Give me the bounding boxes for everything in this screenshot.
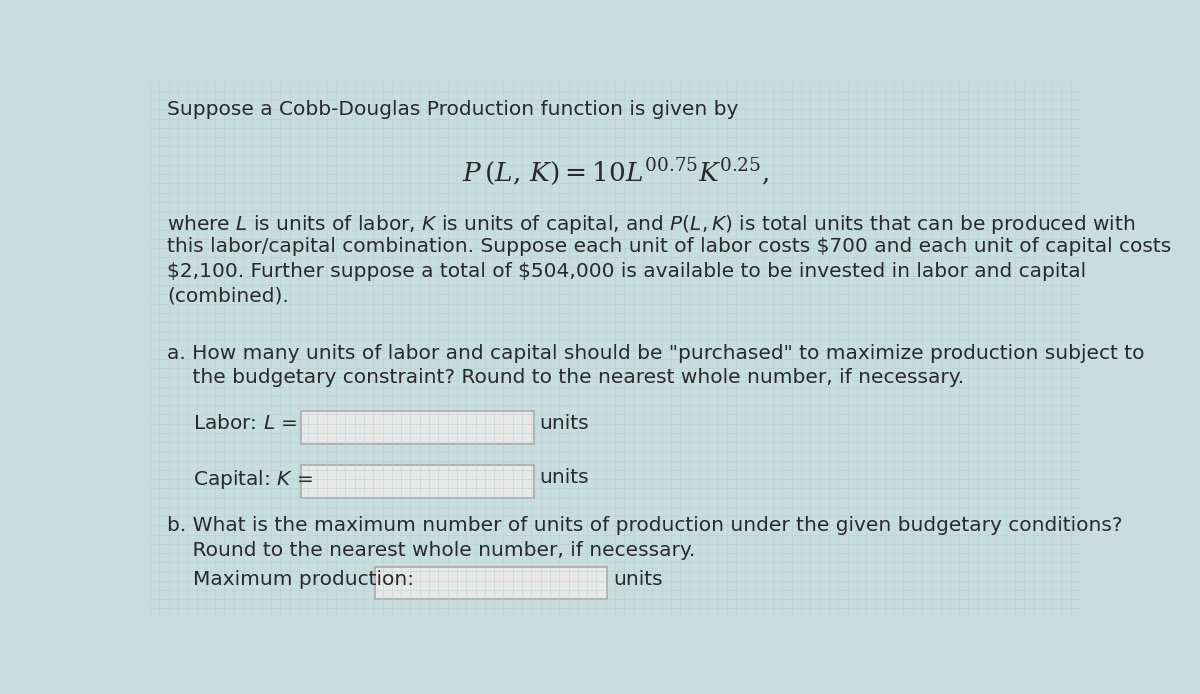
Text: Round to the nearest whole number, if necessary.: Round to the nearest whole number, if ne… bbox=[167, 541, 695, 559]
FancyBboxPatch shape bbox=[301, 465, 534, 498]
Text: where $\mathit{L}$ is units of labor, $\mathit{K}$ is units of capital, and $P(L: where $\mathit{L}$ is units of labor, $\… bbox=[167, 212, 1135, 236]
Text: (combined).: (combined). bbox=[167, 287, 289, 305]
Text: $P\,(L,\,K) = 10L^{00.75}K^{0.25},$: $P\,(L,\,K) = 10L^{00.75}K^{0.25},$ bbox=[462, 156, 768, 188]
Text: units: units bbox=[539, 468, 589, 487]
Text: units: units bbox=[613, 570, 664, 589]
Text: \$2,100. Further suppose a total of \$504,000 is available to be invested in lab: \$2,100. Further suppose a total of \$50… bbox=[167, 262, 1086, 281]
FancyBboxPatch shape bbox=[374, 567, 607, 599]
Text: units: units bbox=[539, 414, 589, 433]
Text: this labor/capital combination. Suppose each unit of labor costs \$700 and each : this labor/capital combination. Suppose … bbox=[167, 237, 1171, 256]
Text: Labor: $\mathit{L}$ =: Labor: $\mathit{L}$ = bbox=[193, 414, 298, 433]
Text: Maximum production:: Maximum production: bbox=[193, 570, 414, 589]
Text: the budgetary constraint? Round to the nearest whole number, if necessary.: the budgetary constraint? Round to the n… bbox=[167, 369, 964, 387]
Text: Capital: $\mathit{K}$ =: Capital: $\mathit{K}$ = bbox=[193, 468, 313, 491]
Text: Suppose a Cobb-Douglas Production function is given by: Suppose a Cobb-Douglas Production functi… bbox=[167, 100, 738, 119]
Text: b. What is the maximum number of units of production under the given budgetary c: b. What is the maximum number of units o… bbox=[167, 516, 1122, 535]
Text: a. How many units of labor and capital should be "purchased" to maximize product: a. How many units of labor and capital s… bbox=[167, 344, 1145, 362]
FancyBboxPatch shape bbox=[301, 412, 534, 443]
